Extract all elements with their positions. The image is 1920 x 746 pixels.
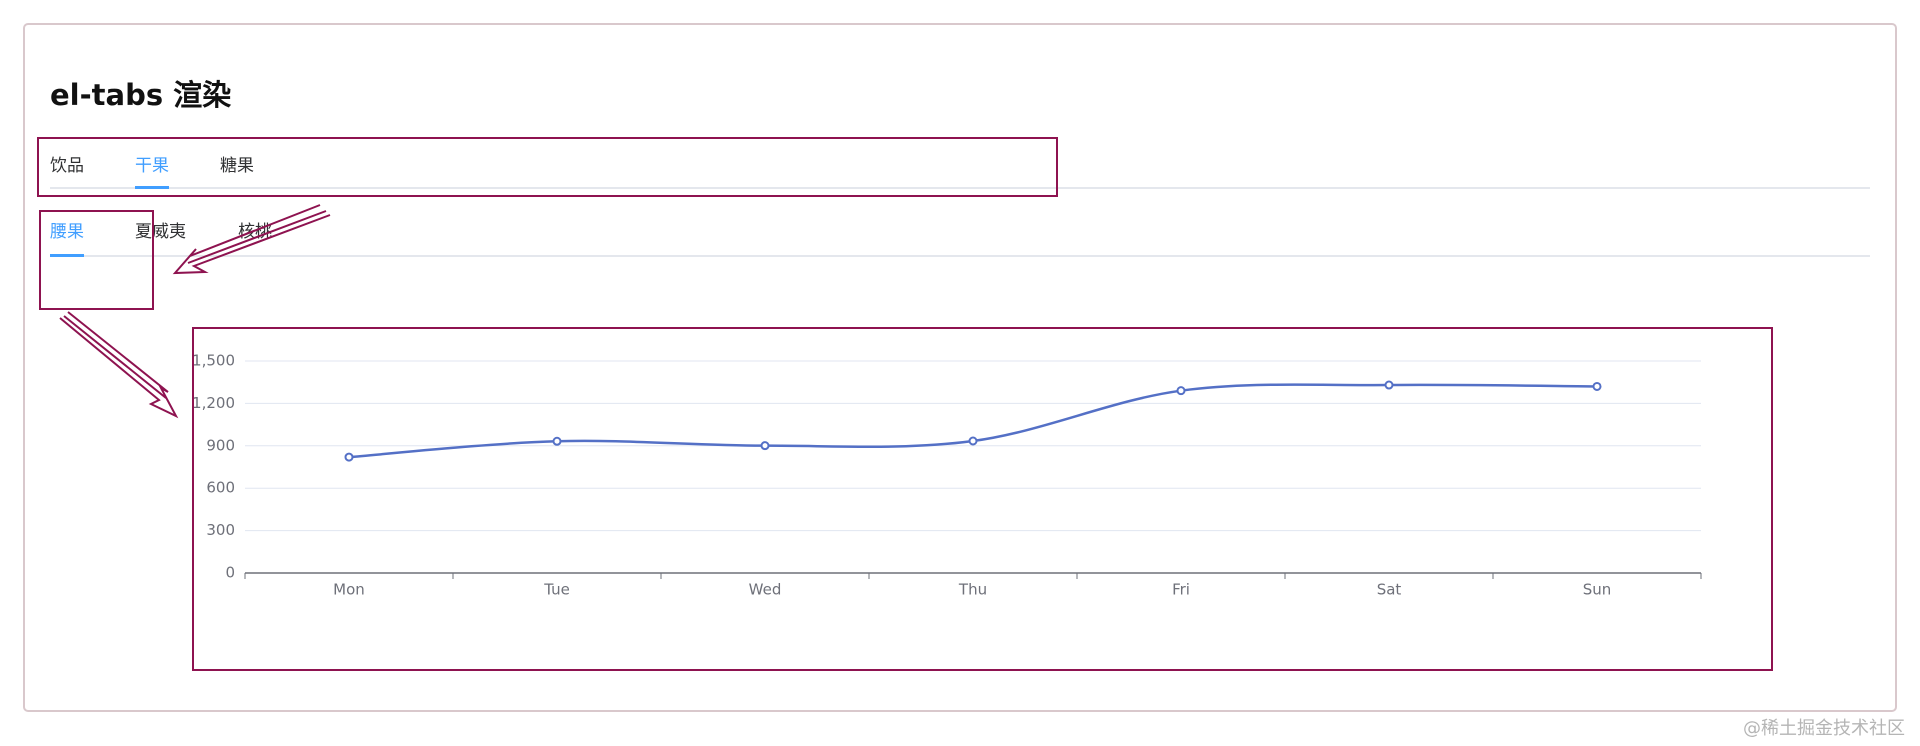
point [760,441,770,451]
annotation-box [192,327,1773,671]
annotations [37,137,1773,671]
tab[interactable]: 夏威夷 [135,222,186,242]
tab[interactable]: 糖果 [220,156,254,176]
page-title: el-tabs 渲染 [50,78,231,112]
tab-active-bar [135,186,169,189]
chart: 0 300 600 900 1,200 1,500 Mon Tue Wed Thu Fri Sat Su… [192,352,1702,599]
point [344,452,354,462]
x-tick-label: Wed [749,581,782,599]
x-tick-label: Thu [958,581,987,599]
annotation-arrow [59,311,179,419]
point [552,436,562,446]
watermark: @稀土掘金技术社区 [1743,718,1905,739]
x-tick-label: Fri [1172,581,1190,599]
tab-active-bar [50,254,84,257]
point [1592,381,1602,391]
annotation-box [37,137,1058,197]
y-tick-label: 600 [206,479,235,497]
point [1384,380,1394,390]
x-tick-label: Tue [543,581,570,599]
point [1176,386,1186,396]
y-tick-label: 1,200 [192,394,235,412]
y-tick-label: 900 [206,436,235,454]
tab[interactable]: 腰果 [50,222,84,242]
card [23,23,1897,712]
x-tick-label: Mon [333,581,365,599]
point [968,436,978,446]
y-tick-label: 0 [225,564,235,582]
annotation-box [39,210,154,310]
x-tick-label: Sat [1377,581,1402,599]
tab[interactable]: 干果 [135,156,169,176]
annotation-arrow [172,204,331,275]
y-tick-label: 300 [206,521,235,539]
tab[interactable]: 饮品 [50,156,84,176]
y-tick-label: 1,500 [192,352,235,370]
x-tick-label: Sun [1583,581,1612,599]
